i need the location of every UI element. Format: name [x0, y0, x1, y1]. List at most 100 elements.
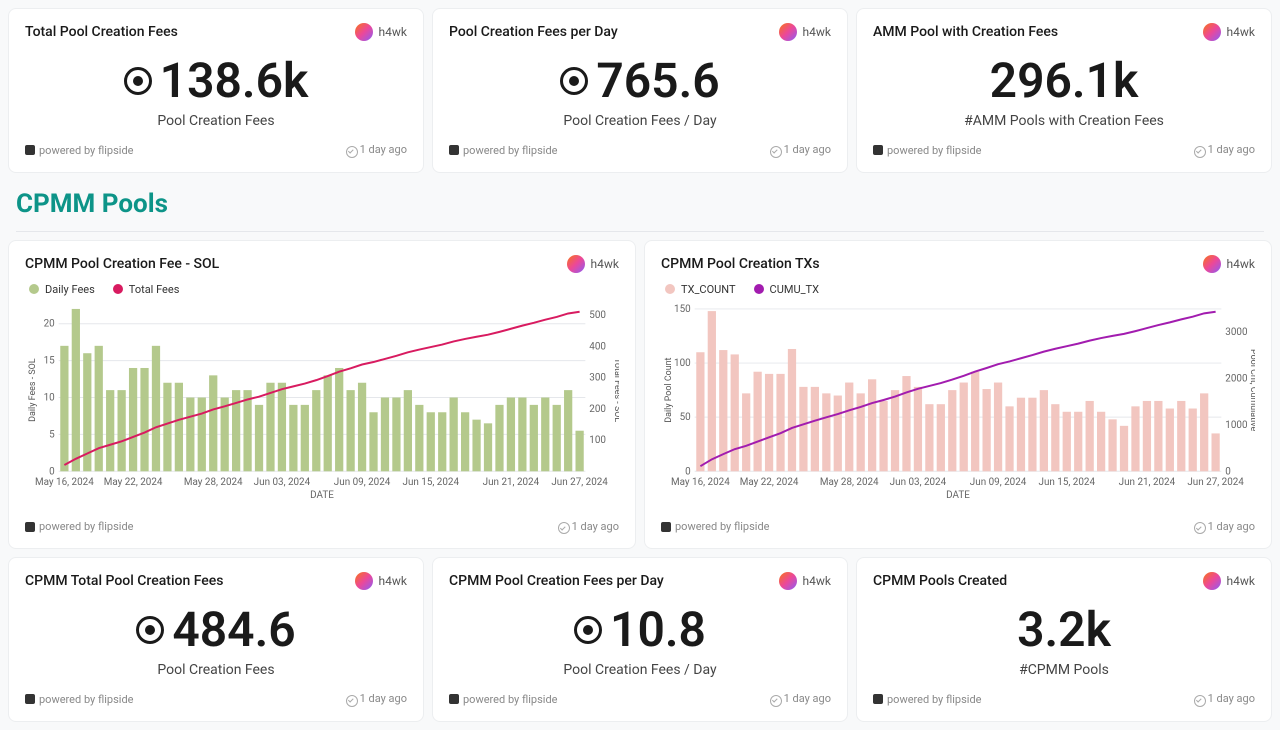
- flipside-icon: [449, 694, 459, 704]
- flipside-icon: [25, 145, 35, 155]
- metric-subtitle: #AMM Pools with Creation Fees: [873, 113, 1255, 129]
- svg-text:20: 20: [44, 318, 55, 329]
- card-author[interactable]: h4wk: [1203, 572, 1255, 590]
- metric-subtitle: #CPMM Pools: [873, 662, 1255, 678]
- avatar: [567, 255, 585, 273]
- svg-text:May 22, 2024: May 22, 2024: [104, 477, 163, 488]
- powered-by[interactable]: powered by flipside: [873, 693, 981, 706]
- svg-text:Jun 09, 2024: Jun 09, 2024: [970, 477, 1027, 488]
- metric-value: 138.6k: [25, 57, 407, 105]
- svg-text:200: 200: [589, 403, 606, 414]
- time-ago: 1 day ago: [346, 692, 407, 707]
- avatar: [1203, 572, 1221, 590]
- card-cpmm-pool-creation-txs[interactable]: CPMM Pool Creation TXs h4wk TX_COUNT CUM…: [644, 240, 1272, 550]
- chart-area: 05101520100200300400500May 16, 2024May 2…: [25, 302, 619, 506]
- metric-value: 765.6: [449, 57, 831, 105]
- svg-text:Total Fees - SOL: Total Fees - SOL: [612, 358, 619, 422]
- avatar: [1203, 255, 1221, 273]
- powered-by[interactable]: powered by flipside: [449, 144, 557, 157]
- svg-text:150: 150: [674, 303, 691, 314]
- svg-text:Jun 27, 2024: Jun 27, 2024: [1187, 477, 1244, 488]
- card-author[interactable]: h4wk: [355, 23, 407, 41]
- top-metrics-row: Total Pool Creation Fees h4wk 138.6k Poo…: [0, 0, 1280, 173]
- time-ago: 1 day ago: [1194, 692, 1255, 707]
- svg-text:May 22, 2024: May 22, 2024: [740, 477, 799, 488]
- svg-text:400: 400: [589, 341, 606, 352]
- svg-text:Pool Cnt, Cumulative: Pool Cnt, Cumulative: [1248, 349, 1255, 431]
- powered-by[interactable]: powered by flipside: [661, 520, 769, 533]
- legend-swatch: [29, 284, 39, 294]
- flipside-icon: [873, 145, 883, 155]
- card-pool-creation-fees-per-day[interactable]: Pool Creation Fees per Day h4wk 765.6 Po…: [432, 8, 848, 173]
- powered-by[interactable]: powered by flipside: [449, 693, 557, 706]
- legend-item[interactable]: Daily Fees: [29, 283, 95, 296]
- check-icon: [770, 695, 782, 707]
- flipside-icon: [25, 522, 35, 532]
- svg-text:Jun 27, 2024: Jun 27, 2024: [551, 477, 608, 488]
- card-cpmm-pool-creation-fees-per-day[interactable]: CPMM Pool Creation Fees per Day h4wk 10.…: [432, 557, 848, 722]
- powered-by[interactable]: powered by flipside: [25, 144, 133, 157]
- section-title-cpmm-pools: CPMM Pools: [0, 173, 1280, 227]
- svg-text:May 16, 2024: May 16, 2024: [35, 477, 94, 488]
- card-title: CPMM Pool Creation Fees per Day: [449, 573, 664, 589]
- check-icon: [1194, 146, 1206, 158]
- svg-text:Jun 09, 2024: Jun 09, 2024: [334, 477, 391, 488]
- svg-text:Daily Pool Count: Daily Pool Count: [664, 357, 674, 422]
- card-title: CPMM Pools Created: [873, 573, 1007, 589]
- metric-value: 484.6: [25, 606, 407, 654]
- card-author[interactable]: h4wk: [1203, 255, 1255, 273]
- svg-text:1000: 1000: [1225, 419, 1247, 430]
- card-author[interactable]: h4wk: [355, 572, 407, 590]
- card-author[interactable]: h4wk: [779, 23, 831, 41]
- powered-by[interactable]: powered by flipside: [25, 520, 133, 533]
- svg-text:300: 300: [589, 372, 606, 383]
- check-icon: [346, 146, 358, 158]
- card-cpmm-pool-creation-fee-sol[interactable]: CPMM Pool Creation Fee - SOL h4wk Daily …: [8, 240, 636, 550]
- metric-subtitle: Pool Creation Fees / Day: [449, 662, 831, 678]
- time-ago: 1 day ago: [1194, 520, 1255, 535]
- chart-row: CPMM Pool Creation Fee - SOL h4wk Daily …: [0, 232, 1280, 558]
- sol-icon: [124, 67, 152, 95]
- powered-by[interactable]: powered by flipside: [25, 693, 133, 706]
- legend-item[interactable]: TX_COUNT: [665, 283, 736, 296]
- metric-value: 3.2k: [873, 606, 1255, 654]
- bottom-metrics-row: CPMM Total Pool Creation Fees h4wk 484.6…: [0, 557, 1280, 730]
- card-cpmm-total-pool-creation-fees[interactable]: CPMM Total Pool Creation Fees h4wk 484.6…: [8, 557, 424, 722]
- svg-text:500: 500: [589, 310, 606, 321]
- svg-text:5: 5: [49, 429, 55, 440]
- svg-text:May 28, 2024: May 28, 2024: [184, 477, 243, 488]
- legend-swatch: [754, 284, 764, 294]
- sol-icon: [574, 616, 602, 644]
- svg-text:Jun 15, 2024: Jun 15, 2024: [1039, 477, 1096, 488]
- card-author[interactable]: h4wk: [1203, 23, 1255, 41]
- svg-text:15: 15: [44, 355, 56, 366]
- card-author[interactable]: h4wk: [779, 572, 831, 590]
- time-ago: 1 day ago: [1194, 143, 1255, 158]
- time-ago: 1 day ago: [770, 143, 831, 158]
- svg-text:0: 0: [685, 466, 691, 477]
- card-cpmm-pools-created[interactable]: CPMM Pools Created h4wk 3.2k #CPMM Pools…: [856, 557, 1272, 722]
- legend-item[interactable]: Total Fees: [113, 283, 180, 296]
- svg-text:Jun 03, 2024: Jun 03, 2024: [254, 477, 311, 488]
- metric-subtitle: Pool Creation Fees: [25, 662, 407, 678]
- svg-text:DATE: DATE: [946, 490, 970, 501]
- svg-text:3000: 3000: [1225, 327, 1247, 338]
- svg-text:10: 10: [44, 392, 55, 403]
- check-icon: [1194, 522, 1206, 534]
- powered-by[interactable]: powered by flipside: [873, 144, 981, 157]
- check-icon: [346, 695, 358, 707]
- chart-svg: 05101520100200300400500May 16, 2024May 2…: [25, 302, 619, 502]
- metric-value: 10.8: [449, 606, 831, 654]
- svg-text:Daily Fees - SOL: Daily Fees - SOL: [28, 358, 38, 422]
- avatar: [355, 23, 373, 41]
- svg-text:DATE: DATE: [310, 490, 334, 501]
- check-icon: [1194, 695, 1206, 707]
- card-title: AMM Pool with Creation Fees: [873, 24, 1058, 40]
- legend-item[interactable]: CUMU_TX: [754, 283, 819, 296]
- flipside-icon: [25, 694, 35, 704]
- card-total-pool-creation-fees[interactable]: Total Pool Creation Fees h4wk 138.6k Poo…: [8, 8, 424, 173]
- check-icon: [558, 522, 570, 534]
- card-author[interactable]: h4wk: [567, 255, 619, 273]
- avatar: [779, 23, 797, 41]
- card-amm-pool-with-creation-fees[interactable]: AMM Pool with Creation Fees h4wk 296.1k …: [856, 8, 1272, 173]
